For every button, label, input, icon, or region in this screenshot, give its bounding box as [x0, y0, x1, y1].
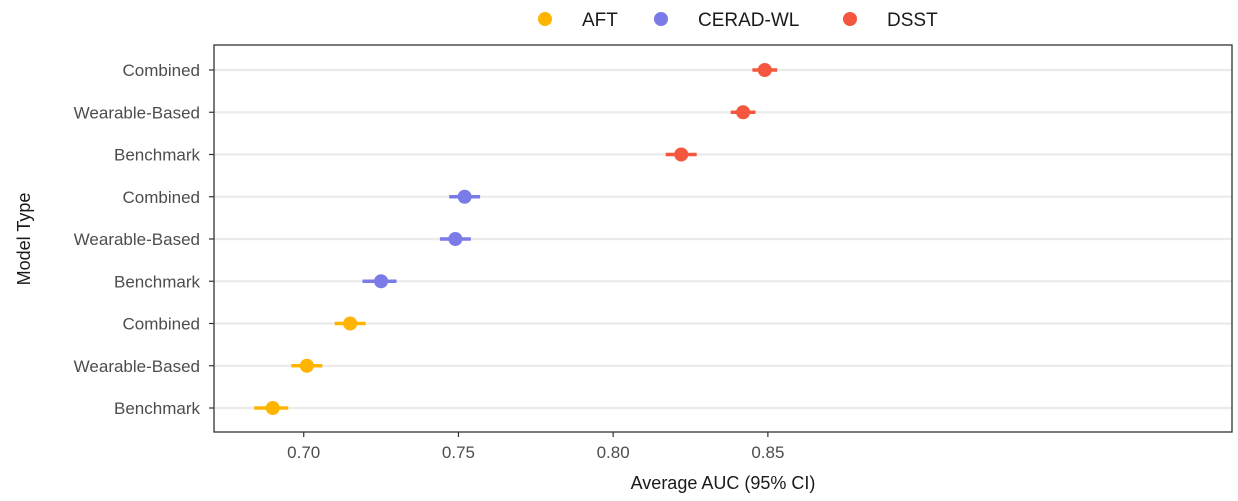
point-aft-benchmark: [265, 401, 280, 415]
y-tick-label-cerad-wl-benchmark: Benchmark: [114, 272, 200, 291]
point-dsst-benchmark: [674, 147, 689, 162]
point-aft-combined: [343, 316, 358, 331]
legend-label-dsst: DSST: [887, 10, 938, 31]
y-tick-label-dsst-benchmark: Benchmark: [114, 146, 200, 165]
x-tick-label-2: 0.80: [597, 443, 630, 462]
x-tick-label-0: 0.70: [287, 443, 320, 462]
point-dsst-wearable-based: [736, 105, 751, 120]
legend: AFT CERAD-WL DSST: [538, 10, 938, 31]
legend-key-dsst: [843, 12, 857, 26]
y-tick-label-cerad-wl-combined: Combined: [123, 188, 201, 207]
plot-panel-border: [213, 44, 1233, 433]
grid-lines: [214, 68, 1232, 410]
legend-label-aft: AFT: [582, 10, 618, 31]
y-tick-label-dsst-combined: Combined: [123, 61, 201, 80]
point-cerad-wl-wearable-based: [448, 232, 463, 246]
point-dsst-combined: [757, 63, 772, 77]
y-axis-title: Model Type: [14, 193, 34, 286]
y-tick-label-aft-combined: Combined: [123, 315, 201, 334]
x-ticks: [303, 432, 769, 437]
y-tick-labels: Combined Wearable-Based Benchmark Combined W…: [74, 61, 201, 418]
y-tick-label-dsst-wearable-based: Wearable-Based: [74, 103, 200, 122]
x-axis-title: Average AUC (95% CI): [631, 473, 816, 493]
data-marks: [254, 63, 778, 415]
y-tick-label-aft-benchmark: Benchmark: [114, 399, 200, 418]
y-ticks: [209, 69, 214, 409]
x-tick-label-3: 0.85: [751, 443, 784, 462]
point-aft-wearable-based: [299, 358, 314, 373]
legend-key-cerad-wl: [654, 12, 668, 26]
y-tick-label-cerad-wl-wearable-based: Wearable-Based: [74, 230, 200, 249]
x-tick-labels: 0.70 0.75 0.80 0.85: [287, 443, 784, 462]
legend-label-cerad-wl: CERAD-WL: [698, 10, 799, 31]
y-tick-label-aft-wearable-based: Wearable-Based: [74, 357, 200, 376]
point-cerad-wl-combined: [457, 189, 472, 204]
legend-key-aft: [538, 12, 552, 26]
x-tick-label-1: 0.75: [442, 443, 475, 462]
point-cerad-wl-benchmark: [374, 274, 389, 289]
